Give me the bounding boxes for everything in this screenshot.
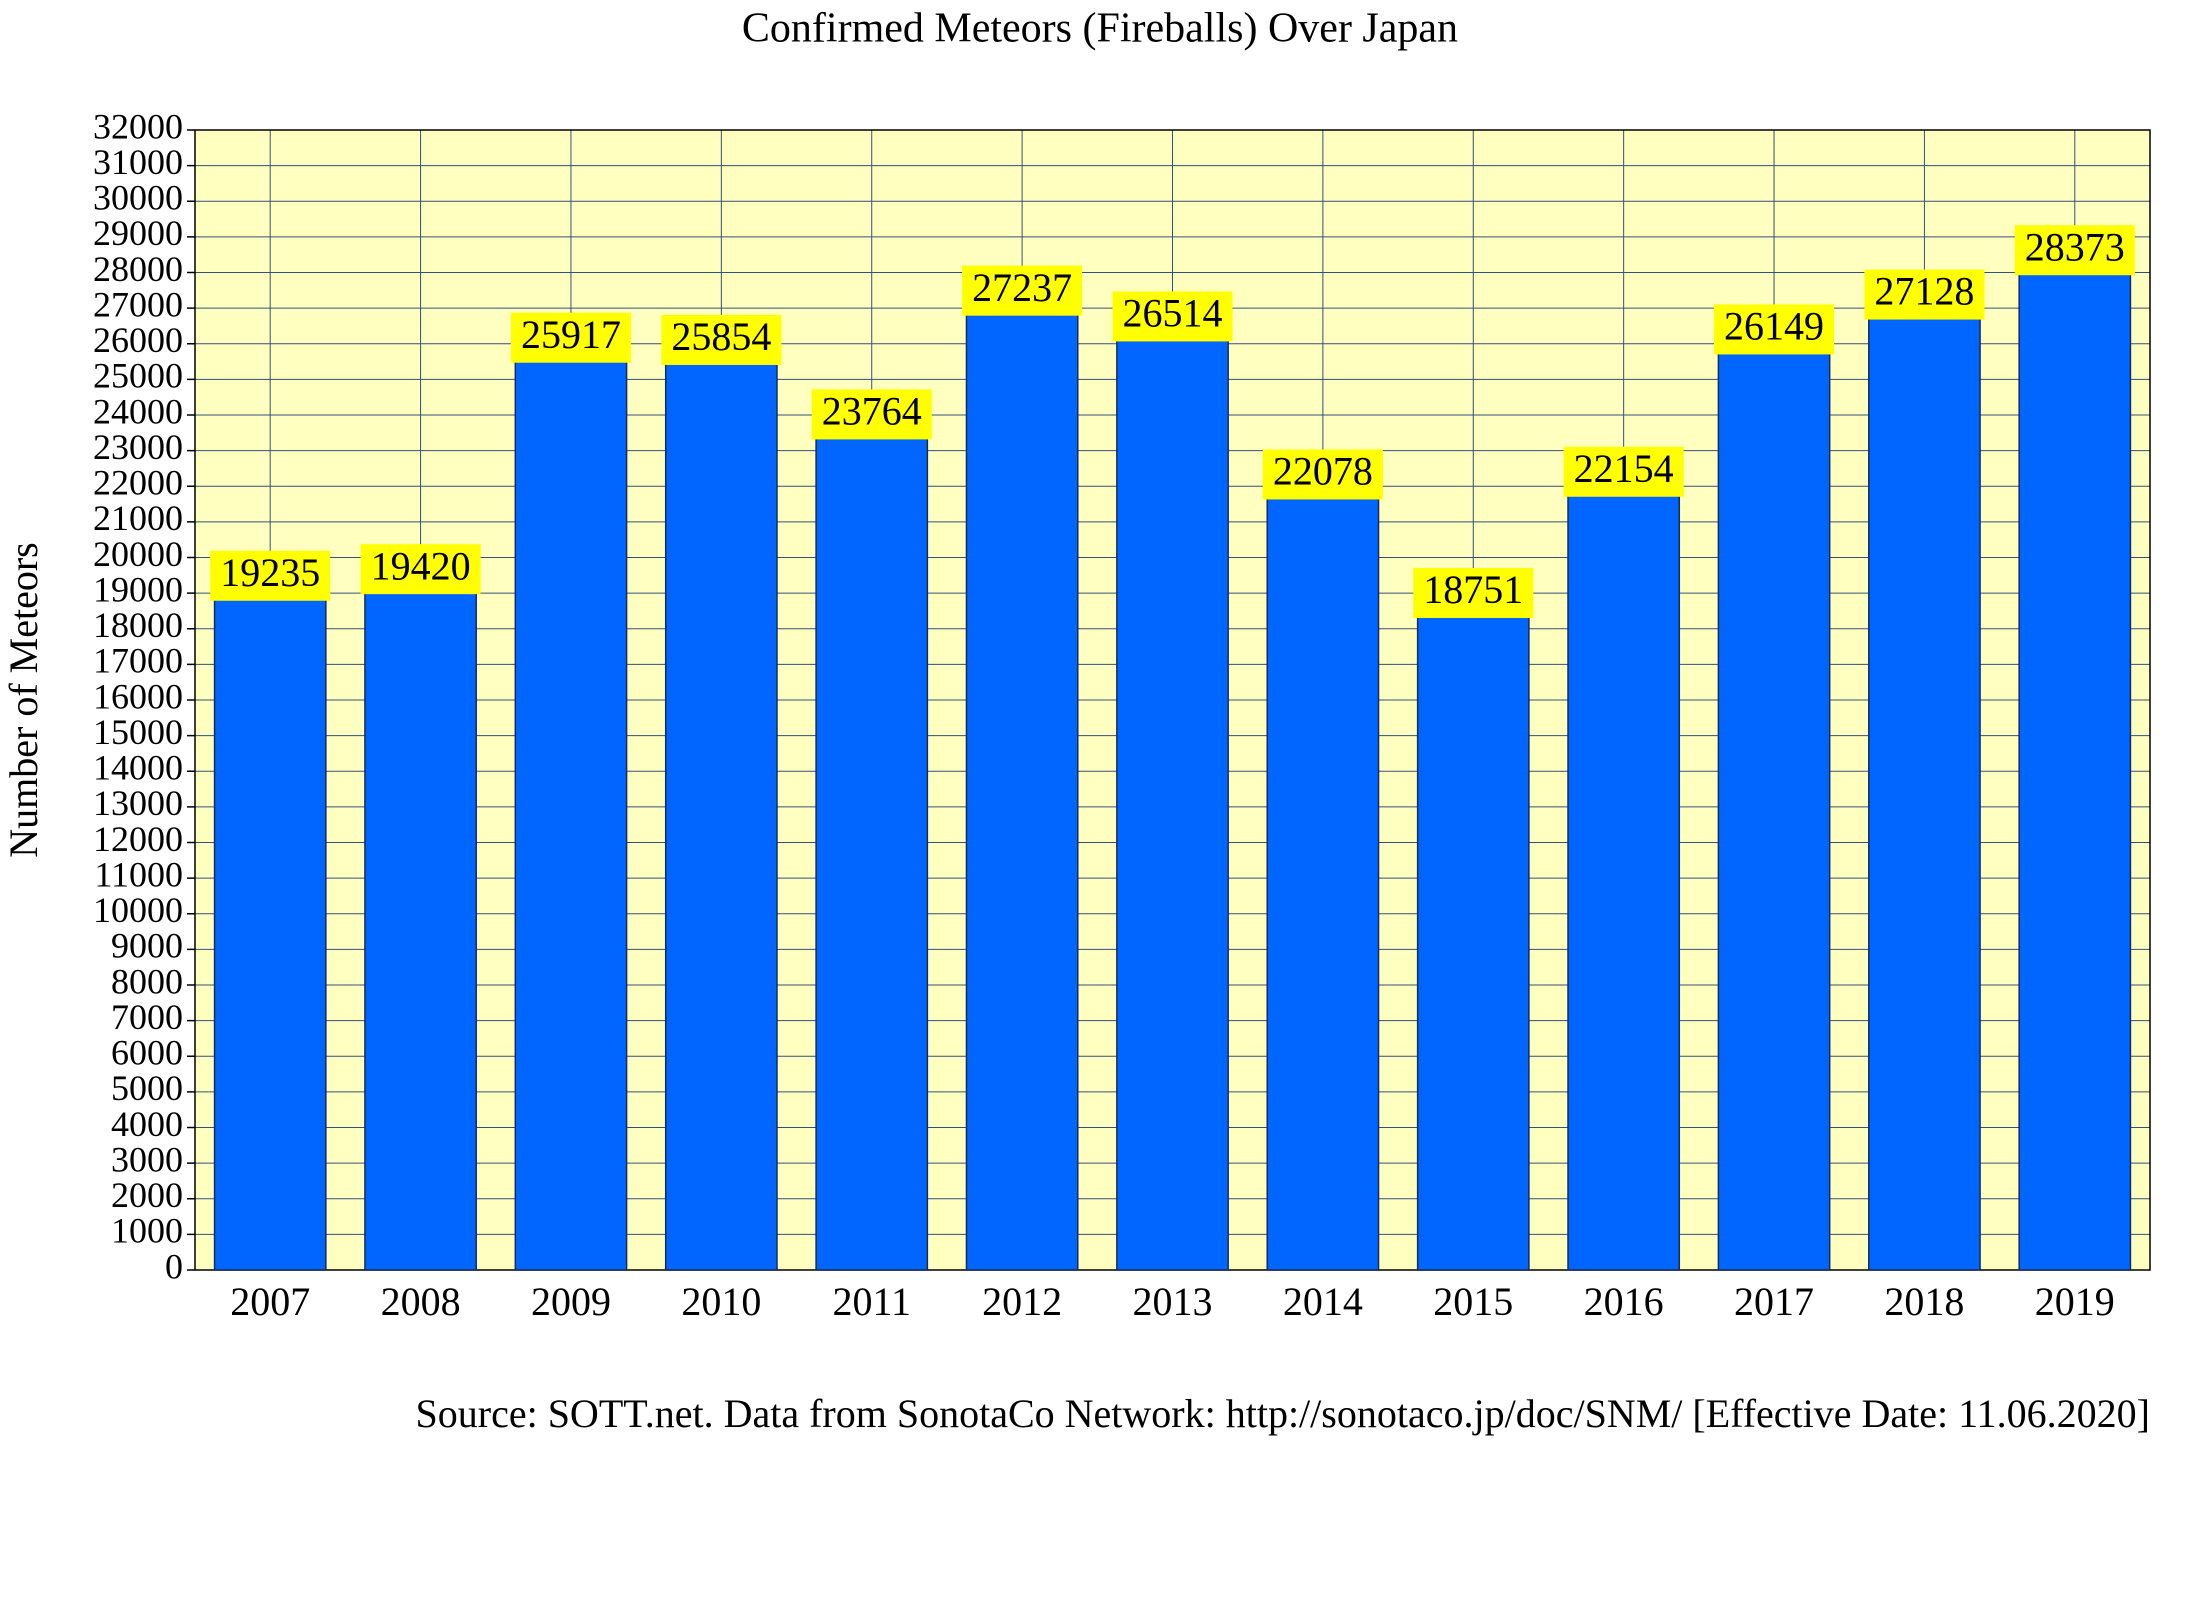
- y-tick-label: 27000: [93, 284, 183, 324]
- value-label-box: [1262, 449, 1383, 500]
- value-label-box: [1413, 567, 1534, 618]
- bar: [815, 422, 929, 1271]
- y-tick-label: 21000: [93, 498, 183, 538]
- y-tick-label: 22000: [93, 463, 183, 503]
- value-label-box: [510, 312, 631, 363]
- x-tick-label: 2008: [381, 1279, 461, 1324]
- x-tick-label: 2010: [681, 1279, 761, 1324]
- x-tick-label: 2012: [982, 1279, 1062, 1324]
- y-tick-label: 13000: [93, 783, 183, 823]
- x-tick-label: 2014: [1283, 1279, 1363, 1324]
- y-tick-label: 2000: [111, 1175, 183, 1215]
- x-tick-label: 2009: [531, 1279, 611, 1324]
- y-tick-label: 25000: [93, 356, 183, 396]
- bar: [213, 584, 327, 1271]
- x-tick-label: 2013: [1133, 1279, 1213, 1324]
- x-tick-label: 2019: [2035, 1279, 2115, 1324]
- value-label: 22078: [1273, 449, 1373, 494]
- y-tick-label: 14000: [93, 748, 183, 788]
- y-tick-label: 3000: [111, 1139, 183, 1179]
- y-tick-label: 29000: [93, 213, 183, 253]
- y-tick-label: 7000: [111, 997, 183, 1037]
- bar: [1416, 601, 1530, 1271]
- x-tick-label: 2018: [1884, 1279, 1964, 1324]
- value-label-box: [661, 314, 782, 365]
- x-tick-label: 2016: [1584, 1279, 1664, 1324]
- y-tick-label: 8000: [111, 961, 183, 1001]
- y-tick-label: 16000: [93, 676, 183, 716]
- y-tick-label: 26000: [93, 320, 183, 360]
- y-tick-label: 32000: [93, 106, 183, 146]
- value-label-box: [360, 544, 481, 595]
- y-tick-label: 24000: [93, 391, 183, 431]
- value-label: 22154: [1574, 446, 1674, 491]
- y-tick-label: 28000: [93, 249, 183, 289]
- value-label: 25917: [521, 312, 621, 357]
- y-tick-label: 12000: [93, 819, 183, 859]
- value-label: 18751: [1423, 567, 1523, 612]
- chart-title: Confirmed Meteors (Fireballs) Over Japan: [742, 6, 1458, 52]
- x-tick-label: 2015: [1433, 1279, 1513, 1324]
- y-tick-label: 17000: [93, 641, 183, 681]
- value-label: 28373: [2025, 224, 2125, 269]
- bar: [364, 577, 477, 1271]
- value-label: 26514: [1123, 291, 1223, 336]
- value-label-box: [962, 265, 1083, 316]
- bar: [1116, 324, 1229, 1271]
- y-tick-label: 31000: [93, 142, 183, 182]
- y-tick-label: 10000: [93, 890, 183, 930]
- y-tick-label: 30000: [93, 178, 183, 218]
- value-label: 27237: [972, 265, 1072, 310]
- value-label: 19235: [220, 550, 320, 595]
- y-axis-label: Number of Meteors: [1, 542, 46, 857]
- y-tick-label: 15000: [93, 712, 183, 752]
- value-label: 26149: [1724, 304, 1824, 349]
- y-tick-label: 6000: [111, 1033, 183, 1073]
- y-tick-label: 18000: [93, 605, 183, 645]
- y-tick-label: 4000: [111, 1104, 183, 1144]
- bar: [1717, 337, 1831, 1271]
- y-tick-label: 11000: [94, 854, 183, 894]
- x-tick-label: 2007: [230, 1279, 310, 1324]
- bar: [2018, 258, 2132, 1271]
- y-tick-label: 23000: [93, 427, 183, 467]
- x-tick-label: 2011: [832, 1279, 911, 1324]
- y-tick-label: 19000: [93, 569, 183, 609]
- value-label-box: [811, 389, 932, 440]
- value-label: 19420: [371, 543, 471, 588]
- y-tick-label: 5000: [111, 1068, 183, 1108]
- value-label-box: [1112, 291, 1233, 342]
- value-label-box: [1563, 446, 1684, 497]
- y-tick-label: 0: [165, 1246, 183, 1286]
- bar: [664, 348, 778, 1271]
- bar: [1868, 302, 1981, 1271]
- value-label: 27128: [1874, 269, 1974, 314]
- x-tick-label: 2017: [1734, 1279, 1814, 1324]
- y-tick-label: 20000: [93, 534, 183, 574]
- value-label: 25854: [671, 314, 771, 359]
- value-label: 23764: [822, 389, 922, 434]
- y-tick-label: 9000: [111, 926, 183, 966]
- value-label-box: [2014, 225, 2135, 276]
- bar: [1567, 480, 1681, 1271]
- value-label-box: [210, 550, 331, 601]
- bar: [1266, 482, 1380, 1271]
- source-note: Source: SOTT.net. Data from SonotaCo Net…: [416, 1391, 2151, 1436]
- bar: [514, 345, 628, 1271]
- value-label-box: [1864, 269, 1985, 320]
- y-tick-label: 1000: [111, 1211, 183, 1251]
- value-label-box: [1714, 304, 1835, 355]
- bar: [965, 298, 1079, 1271]
